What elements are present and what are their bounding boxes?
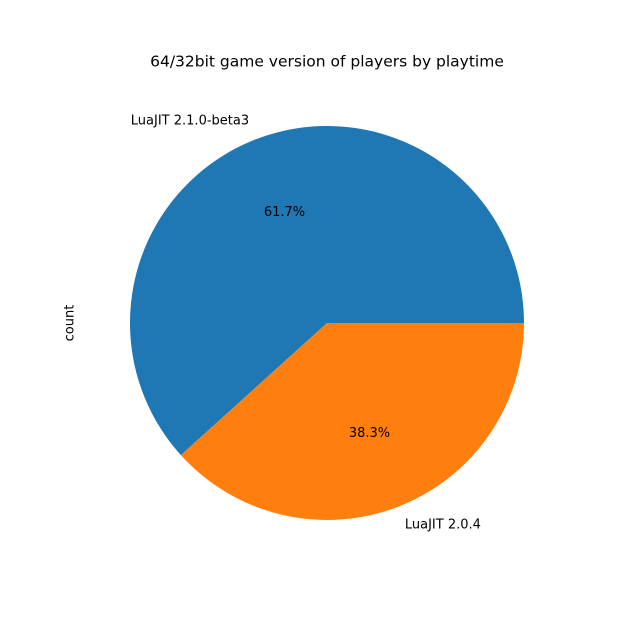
chart-title: 64/32bit game version of players by play… (150, 53, 504, 71)
slice-label: LuaJIT 2.1.0-beta3 (131, 113, 249, 128)
value-label: 38.3% (349, 426, 390, 441)
slice-label: LuaJIT 2.0.4 (405, 518, 481, 533)
y-axis-label: count (63, 305, 78, 342)
pie-slice (180, 323, 524, 520)
value-label: 61.7% (264, 205, 305, 220)
pie-slice (129, 125, 524, 456)
